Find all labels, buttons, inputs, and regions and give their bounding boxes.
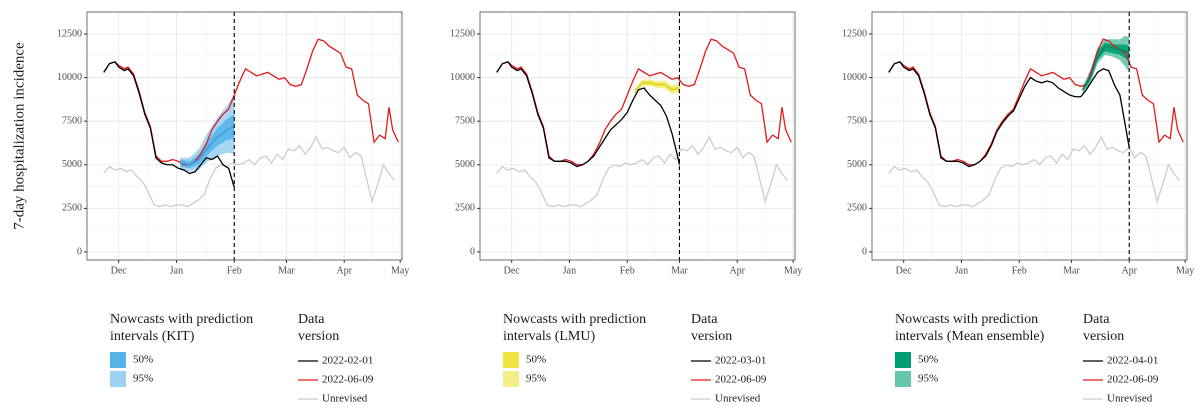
version-legend-title: Data version: [1083, 312, 1125, 344]
panel-border: [871, 11, 1188, 261]
x-tick-label: May: [391, 265, 409, 276]
x-tick-label: Jan: [170, 265, 183, 276]
legend-label: 2022-04-01: [1107, 355, 1158, 367]
x-tick-label: Apr: [1121, 265, 1137, 276]
series-line: [888, 61, 1130, 168]
legend-label: 95%: [918, 373, 938, 385]
x-tick-label: Apr: [336, 265, 352, 276]
legend-swatch: [503, 352, 519, 368]
legend-label: 95%: [133, 373, 153, 385]
y-tick-label: 0: [77, 246, 82, 257]
legend-swatch: [895, 352, 911, 368]
nowcast-median: [1082, 45, 1130, 91]
x-tick-label: Dec: [896, 265, 913, 276]
legend-label: 2022-06-09: [322, 374, 374, 386]
series-line: [496, 61, 681, 168]
nowcast-median: [180, 125, 235, 166]
version-legend-title-box: Data version: [298, 312, 340, 344]
prediction-band: [180, 114, 235, 169]
y-tick-label: 12500: [450, 28, 475, 39]
y-tick-label: 0: [862, 246, 867, 257]
prediction-band: [180, 95, 235, 172]
y-tick-label: 10000: [57, 72, 82, 83]
panel-border: [86, 11, 403, 261]
prediction-band: [1082, 42, 1130, 92]
prediction-band: [634, 81, 680, 94]
y-tick-label: 5000: [847, 159, 867, 170]
y-axis-title: 7-day hospitalization incidence: [11, 42, 27, 230]
legend-swatch: [895, 371, 911, 387]
version-legend-title-box: Data version: [1083, 312, 1125, 344]
legend-label: 2022-06-09: [715, 374, 767, 386]
y-tick-label: 7500: [62, 115, 82, 126]
series-line: [888, 135, 1181, 208]
y-tick-label: 0: [470, 246, 475, 257]
y-tick-label: 2500: [62, 203, 82, 214]
x-tick-label: May: [1176, 265, 1194, 276]
series-line: [103, 135, 396, 208]
series-line: [103, 38, 399, 166]
y-tick-label: 10000: [450, 72, 475, 83]
legend-label: 50%: [133, 354, 153, 366]
nowcast-legend-title-box: Nowcasts with prediction intervals (LMU): [503, 312, 647, 344]
series-line: [496, 135, 789, 208]
nowcast-median: [634, 82, 680, 92]
x-tick-label: Feb: [620, 265, 635, 276]
legend-label: 2022-03-01: [715, 355, 766, 367]
y-tick-label: 5000: [62, 159, 82, 170]
y-tick-label: 5000: [455, 159, 475, 170]
version-legend-title: Data version: [298, 312, 340, 344]
nowcast-legend-title: Nowcasts with prediction intervals (KIT): [110, 312, 254, 344]
legend-label: Unrevised: [715, 393, 761, 405]
x-tick-label: Feb: [1012, 265, 1027, 276]
legend-label: 50%: [526, 354, 546, 366]
series-line: [888, 38, 1184, 166]
nowcast-legend-title: Nowcasts with prediction intervals (Mean…: [895, 312, 1045, 344]
y-tick-label: 10000: [842, 72, 867, 83]
legend-label: Unrevised: [1107, 393, 1153, 405]
legend-swatch: [503, 371, 519, 387]
nowcast-legend-title: Nowcasts with prediction intervals (LMU): [503, 312, 647, 344]
prediction-band: [634, 79, 680, 96]
nowcast-legend-title-box: Nowcasts with prediction intervals (Mean…: [895, 312, 1045, 344]
legend-label: Unrevised: [322, 393, 368, 405]
x-tick-label: Mar: [1063, 265, 1080, 276]
x-tick-label: Apr: [729, 265, 745, 276]
version-legend-title: Data version: [691, 312, 733, 344]
x-tick-label: Mar: [671, 265, 688, 276]
legend-label: 95%: [526, 373, 546, 385]
series-line: [103, 61, 235, 188]
x-tick-label: Dec: [111, 265, 128, 276]
legend-label: 2022-06-09: [1107, 374, 1159, 386]
y-tick-label: 7500: [847, 115, 867, 126]
x-tick-label: Mar: [278, 265, 295, 276]
version-legend-title-box: Data version: [691, 312, 733, 344]
x-tick-label: May: [784, 265, 802, 276]
panel-border: [479, 11, 796, 261]
y-tick-label: 12500: [57, 28, 82, 39]
y-tick-label: 7500: [455, 115, 475, 126]
legend-label: 2022-02-01: [322, 355, 373, 367]
nowcast-legend-title-box: Nowcasts with prediction intervals (KIT): [110, 312, 254, 344]
series-line: [496, 38, 792, 166]
x-tick-label: Jan: [955, 265, 968, 276]
y-tick-label: 2500: [847, 203, 867, 214]
legend-label: 50%: [918, 354, 938, 366]
legend-swatch: [110, 371, 126, 387]
x-tick-label: Dec: [504, 265, 521, 276]
legend-swatch: [110, 352, 126, 368]
y-tick-label: 2500: [455, 203, 475, 214]
x-tick-label: Jan: [563, 265, 576, 276]
y-tick-label: 12500: [842, 28, 867, 39]
x-tick-label: Feb: [227, 265, 242, 276]
